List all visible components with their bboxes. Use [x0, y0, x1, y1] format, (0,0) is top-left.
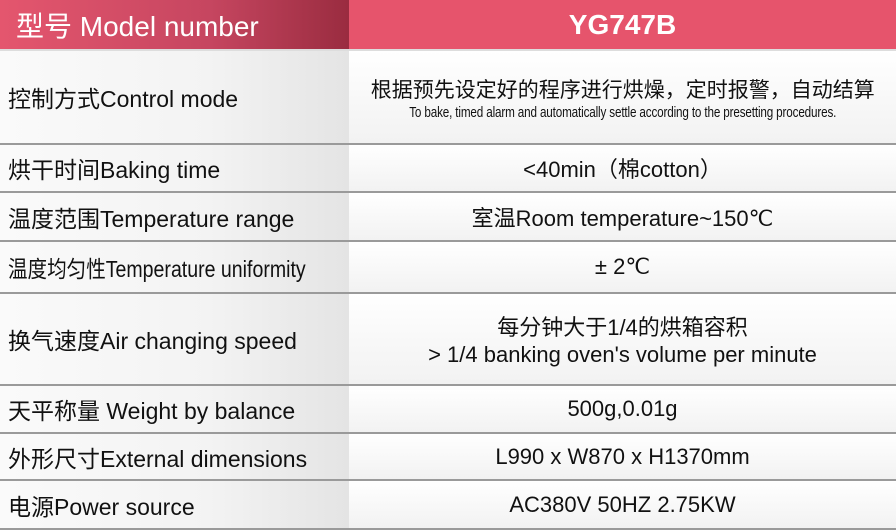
row-value: 室温Room temperature~150℃: [349, 193, 896, 240]
header-label: 型号 Model number: [0, 0, 349, 49]
row-value: <40min（棉cotton）: [349, 145, 896, 191]
row-value: L990 x W870 x H1370mm: [349, 434, 896, 479]
row-label: 换气速度Air changing speed: [0, 294, 349, 384]
value-en: To bake, timed alarm and automatically s…: [409, 103, 837, 121]
model-number: YG747B: [349, 0, 896, 49]
row-air-changing-speed: 换气速度Air changing speed 每分钟大于1/4的烘箱容积 > 1/…: [0, 294, 896, 386]
value-cn: 每分钟大于1/4的烘箱容积: [497, 315, 748, 340]
row-label: 天平称量 Weight by balance: [0, 386, 349, 432]
row-power-source: 电源Power source AC380V 50HZ 2.75KW: [0, 481, 896, 530]
row-control-mode: 控制方式Control mode 根据预先设定好的程序进行烘燥，定时报警，自动结…: [0, 51, 896, 145]
row-value: 每分钟大于1/4的烘箱容积 > 1/4 banking oven's volume…: [349, 294, 896, 384]
row-value: 500g,0.01g: [349, 386, 896, 432]
row-label: 温度范围Temperature range: [0, 193, 349, 240]
row-label: 电源Power source: [0, 481, 349, 528]
header-row: 型号 Model number YG747B: [0, 0, 896, 51]
row-value: ± 2℃: [349, 242, 896, 292]
row-label: 温度均匀性Temperature uniformity: [8, 256, 306, 282]
row-label: 烘干时间Baking time: [0, 145, 349, 191]
row-value: AC380V 50HZ 2.75KW: [349, 481, 896, 528]
row-baking-time: 烘干时间Baking time <40min（棉cotton）: [0, 145, 896, 193]
row-external-dimensions: 外形尺寸External dimensions L990 x W870 x H1…: [0, 434, 896, 481]
value-en: > 1/4 banking oven's volume per minute: [428, 342, 817, 367]
row-value: 根据预先设定好的程序进行烘燥，定时报警，自动结算 To bake, timed a…: [349, 51, 896, 143]
row-temperature-range: 温度范围Temperature range 室温Room temperature…: [0, 193, 896, 242]
value-cn: 根据预先设定好的程序进行烘燥，定时报警，自动结算: [370, 78, 875, 102]
row-weight-by-balance: 天平称量 Weight by balance 500g,0.01g: [0, 386, 896, 434]
row-label: 外形尺寸External dimensions: [0, 434, 349, 479]
row-temperature-uniformity: 温度均匀性Temperature uniformity ± 2℃: [0, 242, 896, 294]
row-label-cell: 温度均匀性Temperature uniformity: [0, 242, 349, 292]
row-label: 控制方式Control mode: [0, 51, 349, 143]
